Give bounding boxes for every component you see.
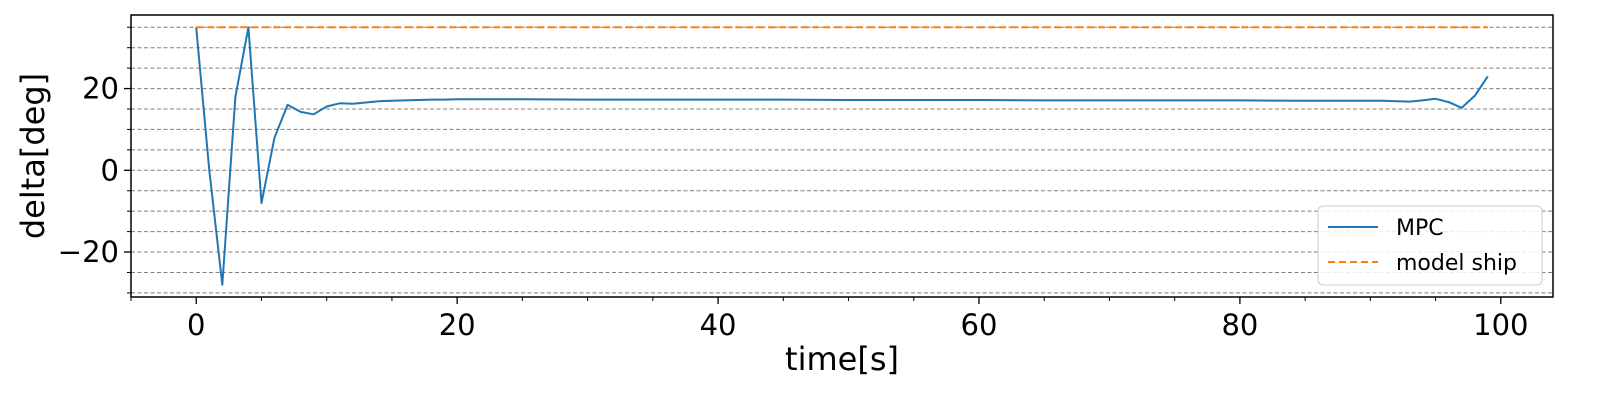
legend: MPC model ship <box>1317 205 1543 286</box>
plot-frame <box>130 14 1554 298</box>
x-tick-label: 80 <box>1221 308 1258 342</box>
y-axis-label: delta[deg] <box>14 73 52 239</box>
grid-lines <box>131 26 1553 294</box>
legend-box <box>1317 205 1543 286</box>
x-tick-label: 60 <box>961 308 998 342</box>
x-tick-label: 0 <box>187 308 205 342</box>
y-tick-label: 20 <box>82 72 119 106</box>
y-tick-label: 0 <box>101 153 119 187</box>
legend-label-model-ship: model ship <box>1396 251 1517 276</box>
x-tick-label: 100 <box>1473 308 1528 342</box>
legend-label-mpc: MPC <box>1396 216 1444 241</box>
axis-ticks: 0 20 40 60 80 100 −20 0 20 <box>58 26 1528 342</box>
x-tick-label: 40 <box>700 308 737 342</box>
x-axis-label: time[s] <box>785 340 899 378</box>
series-lines <box>195 26 1489 286</box>
y-tick-label: −20 <box>58 235 119 269</box>
series-line-mpc <box>195 26 1489 286</box>
x-tick-label: 20 <box>439 308 476 342</box>
